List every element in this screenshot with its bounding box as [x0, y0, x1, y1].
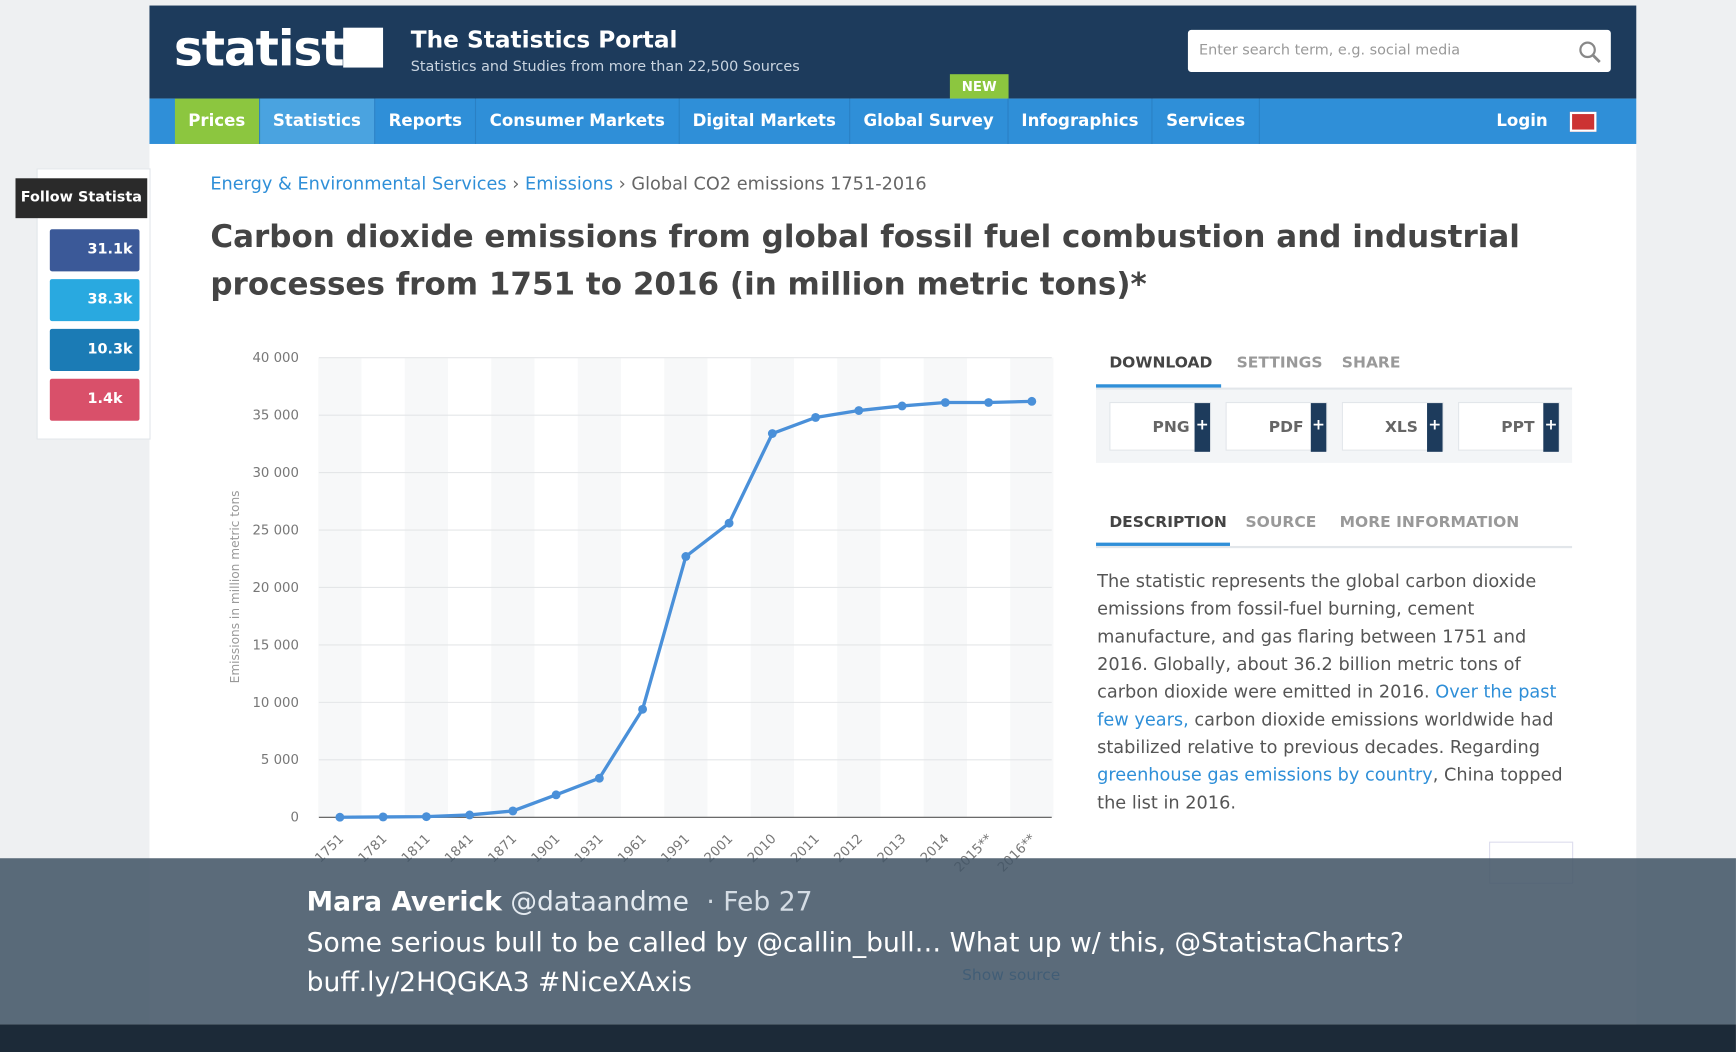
tweet-handle[interactable]: @dataandme [510, 885, 690, 917]
point [940, 398, 950, 407]
point [508, 806, 518, 816]
login[interactable]: Login [1496, 110, 1548, 131]
instagram-button[interactable]: 1.4k [49, 378, 140, 421]
tweet-text: Some serious bull to be called by @calli… [306, 926, 1404, 958]
breadcrumb: Energy & Environmental Services › Emissi… [210, 172, 927, 194]
header: statista The Statistics Portal Statistic… [149, 5, 1637, 99]
tab[interactable]: SOURCE [1245, 513, 1317, 532]
chart-title: Carbon dioxide emissions from global fos… [210, 218, 1520, 303]
y-tick-label: 5 000 [261, 753, 299, 768]
description-text: The statistic represents the global carb… [1097, 570, 1537, 703]
point [984, 398, 993, 407]
description-link[interactable]: Over the past few years, [1097, 681, 1557, 730]
tab[interactable]: SHARE [1341, 354, 1401, 373]
point [421, 812, 431, 822]
point [378, 812, 388, 822]
follow-title: Follow Statista [15, 178, 148, 219]
tab-active[interactable]: DESCRIPTION [1109, 513, 1227, 532]
facebook-button[interactable]: 31.1k [49, 229, 140, 272]
y-tick-label: 30 000 [253, 466, 299, 481]
nav-item[interactable]: Global Survey [850, 98, 1009, 144]
nav-item[interactable]: Services [1153, 98, 1260, 144]
description-text: , China topped the list in 2016. [1097, 764, 1563, 813]
download-tabs: DOWNLOAD SETTINGS SHARE [1096, 354, 1573, 390]
nav-bar: Prices Statistics Reports Consumer Markets D… [149, 98, 1637, 144]
y-tick-label: 35 000 [253, 409, 299, 424]
tab[interactable]: MORE INFORMATION [1339, 513, 1520, 532]
tweet-name[interactable]: Mara Averick [306, 885, 502, 917]
nav-item[interactable]: Digital Markets [679, 98, 851, 144]
download-button[interactable]: PDF + [1225, 401, 1328, 452]
description: The statistic represents the global carb… [1097, 567, 1575, 816]
download-label: PPT [1501, 418, 1535, 437]
breadcrumb-link[interactable]: Energy & Environmental Services [210, 172, 507, 194]
tab-underline [1096, 384, 1222, 388]
nav-item[interactable]: Reports [375, 98, 477, 144]
description-link[interactable]: greenhouse gas emissions by country [1097, 764, 1433, 786]
nav-item[interactable]: Consumer Markets [476, 98, 680, 144]
tweet-text: buff.ly/2HQGKA3 #NiceXAxis [306, 966, 692, 998]
nav-item[interactable]: Prices [174, 98, 260, 144]
tweet-header: Mara Averick @dataandme · Feb 27 [307, 886, 813, 917]
point [767, 429, 777, 438]
logo-icon [343, 27, 384, 68]
download-button[interactable]: PPT + [1458, 401, 1560, 452]
breadcrumb-current: Global CO2 emissions 1751-2016 [631, 172, 927, 194]
point [681, 552, 691, 561]
twitter-button[interactable]: 38.3k [49, 279, 140, 322]
search-icon [1579, 41, 1601, 63]
search-box[interactable]: Enter search term, e.g. social media [1187, 29, 1611, 72]
breadcrumb-link[interactable]: Emissions [525, 172, 614, 194]
point [897, 401, 907, 411]
point [811, 413, 821, 422]
logo[interactable]: statista [173, 21, 377, 78]
download-button[interactable]: XLS + [1341, 401, 1444, 452]
y-tick-label: 40 000 [253, 351, 299, 366]
tab-active[interactable]: DOWNLOAD [1109, 354, 1213, 373]
point [551, 790, 561, 800]
bottom-bar [0, 1024, 1736, 1052]
tab[interactable]: SETTINGS [1236, 354, 1323, 373]
tweet-overlay: Mara Averick @dataandme · Feb 27 Some se… [0, 858, 1736, 1025]
point [854, 406, 864, 415]
point [594, 773, 604, 783]
y-tick-label: 15 000 [253, 638, 299, 653]
description-text: carbon dioxide emissions worldwide had s… [1097, 708, 1554, 758]
portal-title: The Statistics Portal [410, 26, 678, 54]
nav-items: Prices Statistics Reports Consumer Markets D… [174, 98, 1260, 144]
point [335, 812, 345, 822]
tweet-date: · Feb 27 [706, 885, 813, 917]
point [1027, 396, 1037, 406]
y-tick-label: 0 [290, 811, 298, 826]
new-badge: NEW [949, 74, 1009, 99]
download-label: PNG [1152, 418, 1190, 437]
search-placeholder: Enter search term, e.g. social media [1198, 42, 1461, 59]
download-label: PDF [1268, 418, 1304, 437]
download-button[interactable]: PNG + [1109, 401, 1212, 452]
nav-item[interactable]: Infographics [1008, 98, 1153, 144]
y-axis-label: Emissions in million metric tons [228, 490, 242, 683]
y-tick-label: 10 000 [253, 696, 299, 711]
tab-underline [1096, 542, 1230, 546]
linkedin-button[interactable]: 10.3k [49, 328, 140, 371]
y-tick-label: 25 000 [253, 523, 299, 538]
download-label: XLS [1384, 418, 1418, 437]
info-tabs: DESCRIPTION SOURCE MORE INFORMATION [1096, 513, 1573, 549]
point [465, 810, 475, 820]
y-tick-label: 20 000 [253, 581, 299, 596]
nav-item[interactable]: Statistics [259, 98, 376, 144]
point [724, 518, 734, 528]
point [638, 704, 648, 714]
flag[interactable] [1569, 111, 1597, 132]
portal-subtitle: Statistics and Studies from more than 22… [410, 58, 800, 76]
